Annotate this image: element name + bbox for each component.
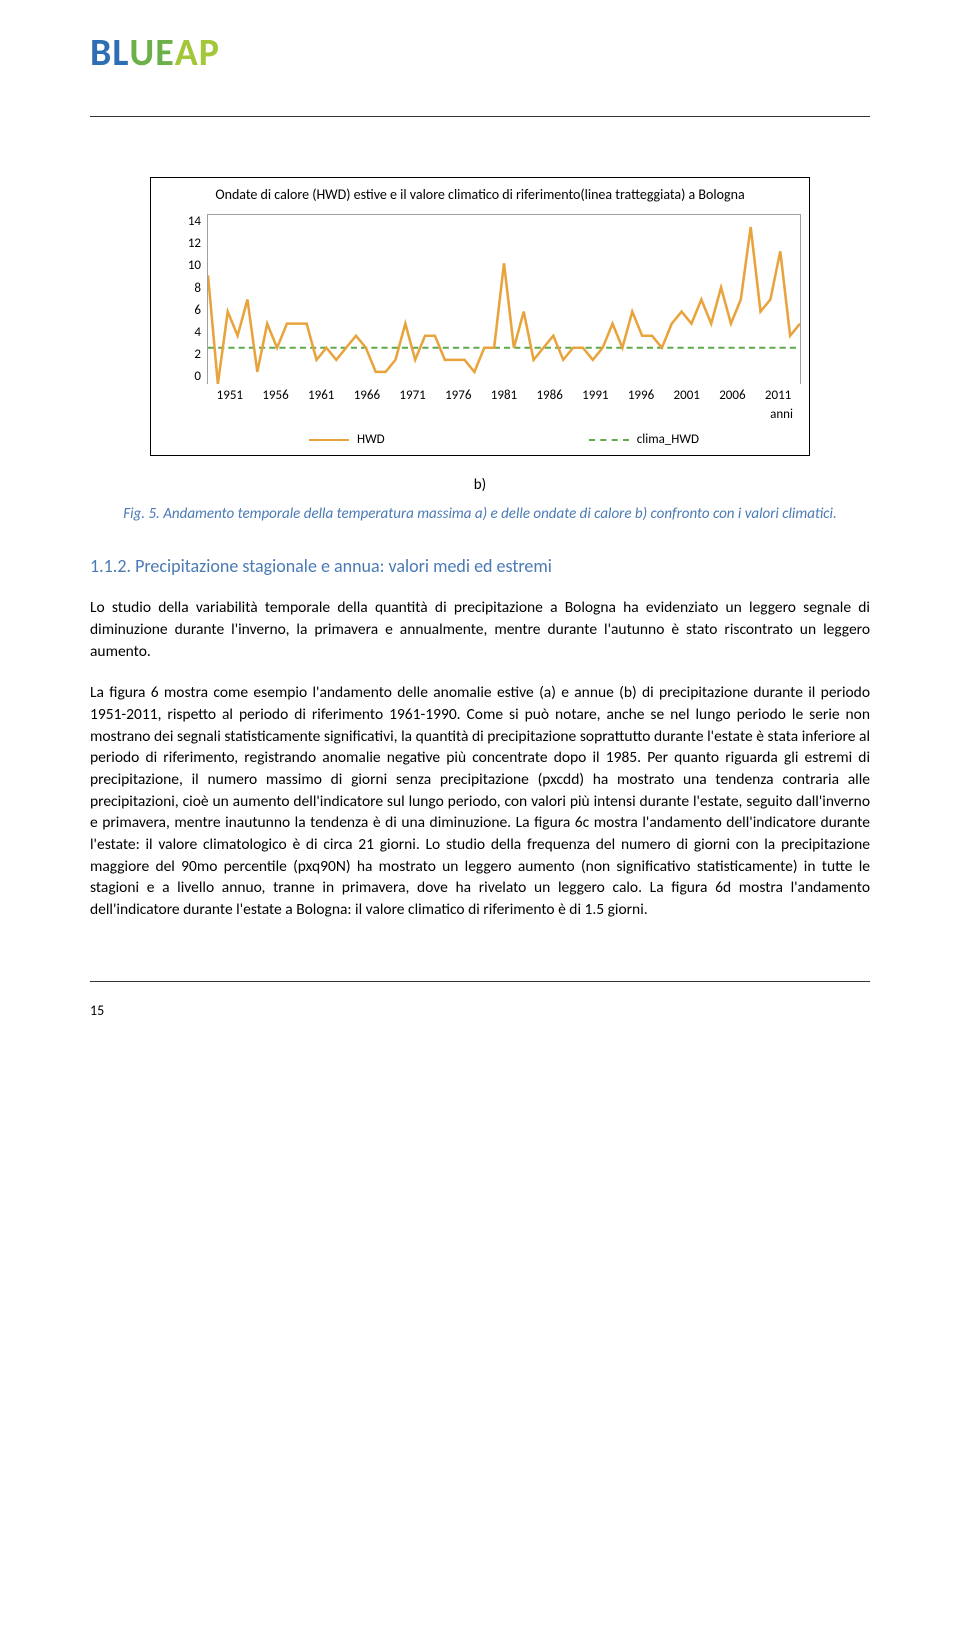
ytick-label: 8 [181, 281, 201, 296]
legend-swatch-dashed [589, 439, 629, 441]
footer-divider [90, 981, 870, 982]
xtick-label: 1991 [573, 388, 619, 403]
chart-xaxis: 1951195619611966197119761981198619911996… [207, 388, 801, 403]
legend-item-solid: HWD [309, 432, 385, 447]
xtick-label: 1981 [481, 388, 527, 403]
paragraph-2: La figura 6 mostra come esempio l'andame… [90, 682, 870, 921]
xtick-label: 2011 [755, 388, 801, 403]
logo-letter: U [129, 30, 155, 76]
ytick-label: 4 [181, 325, 201, 340]
xtick-label: 1976 [435, 388, 481, 403]
section-number: 1.1.2. [90, 555, 131, 577]
header-divider [90, 116, 870, 117]
xtick-label: 1986 [527, 388, 573, 403]
logo: BLUEAP [90, 30, 870, 76]
xtick-label: 1956 [253, 388, 299, 403]
ytick-label: 0 [181, 369, 201, 384]
xtick-label: 1961 [298, 388, 344, 403]
ytick-label: 10 [181, 258, 201, 273]
legend-label-solid: HWD [357, 432, 385, 447]
ytick-label: 14 [181, 214, 201, 229]
page-number: 15 [90, 1002, 870, 1019]
logo-letter: P [199, 30, 220, 76]
ytick-label: 2 [181, 347, 201, 362]
chart-plot-area [207, 214, 801, 384]
chart-legend: HWD clima_HWD [207, 432, 801, 447]
xtick-label: 2001 [664, 388, 710, 403]
caption-rest: Andamento temporale della temperatura ma… [160, 505, 837, 523]
logo-letter: L [112, 30, 129, 76]
chart-container: Ondate di calore (HWD) estive e il valor… [150, 177, 810, 456]
ylabel-wrap: gmax.giorni consecutivi [159, 214, 181, 384]
legend-item-dashed: clima_HWD [589, 432, 699, 447]
xtick-label: 1971 [390, 388, 436, 403]
logo-text: BLUEAP [90, 30, 870, 76]
xtick-label: 1951 [207, 388, 253, 403]
chart-yaxis: 14 12 10 8 6 4 2 0 [181, 214, 207, 384]
figure-caption: Fig. 5. Andamento temporale della temper… [90, 504, 870, 525]
series-line [208, 227, 800, 384]
chart-title: Ondate di calore (HWD) estive e il valor… [159, 186, 801, 204]
caption-runin: Fig. 5. [123, 505, 160, 523]
logo-letter: E [155, 30, 175, 76]
chart-body: gmax.giorni consecutivi 14 12 10 8 6 4 2 0 [159, 214, 801, 384]
logo-letter: B [90, 30, 112, 76]
section-heading: 1.1.2. Precipitazione stagionale e annua… [90, 555, 870, 577]
chart-xlabel: anni [159, 407, 801, 422]
ytick-label: 12 [181, 236, 201, 251]
subfigure-label: b) [90, 476, 870, 494]
xtick-label: 1966 [344, 388, 390, 403]
paragraph-1: Lo studio della variabilità temporale de… [90, 597, 870, 662]
chart-svg [208, 215, 800, 384]
logo-letter: A [175, 30, 199, 76]
legend-label-dashed: clima_HWD [637, 432, 699, 447]
xtick-label: 1996 [618, 388, 664, 403]
xtick-label: 2006 [710, 388, 756, 403]
ytick-label: 6 [181, 303, 201, 318]
legend-swatch-solid [309, 439, 349, 441]
section-title: Precipitazione stagionale e annua: valor… [135, 555, 552, 577]
